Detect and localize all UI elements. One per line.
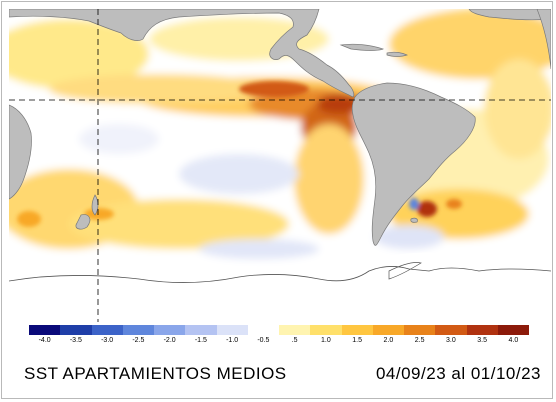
color-scale-ticks: -4.0 -3.5 -3.0 -2.5 -2.0 -1.5 -1.0 -0.5 .5 1.0 1.5… (29, 337, 529, 349)
land-masses (9, 9, 551, 280)
color-scale-bar (29, 325, 529, 335)
color-scale-tick-label: -1.5 (194, 337, 207, 344)
color-swatch (372, 325, 404, 335)
map-canvas (9, 9, 551, 322)
color-swatch (279, 325, 311, 335)
color-swatch (310, 325, 342, 335)
color-scale-tick-label: 1.5 (352, 337, 362, 344)
color-scale-tick-label: 3.5 (477, 337, 487, 344)
color-scale-tick-label: -3.0 (101, 337, 114, 344)
color-scale-tick-label: -0.5 (257, 337, 270, 344)
color-swatch (185, 325, 217, 335)
color-scale-tick-label: -3.5 (69, 337, 82, 344)
color-scale-tick-label: 2.5 (414, 337, 425, 344)
color-swatch (216, 325, 248, 335)
australia (9, 104, 32, 200)
map-caption: SST APARTAMIENTOS MEDIOS 04/09/23 al 01/… (2, 359, 556, 389)
antarctic-peninsula (388, 262, 422, 280)
color-scale-tick-label: .5 (291, 337, 298, 344)
new-zealand-north (91, 194, 99, 216)
color-swatch (60, 325, 92, 335)
south-america (351, 82, 476, 246)
date-range: 04/09/23 al 01/10/23 (375, 364, 541, 383)
falkland-islands (410, 217, 418, 223)
africa-edge (536, 9, 551, 70)
color-swatch (154, 325, 186, 335)
color-swatch (247, 325, 279, 335)
color-scale-tick-label: 1.0 (321, 337, 331, 344)
color-swatch (497, 325, 529, 335)
color-scale-tick-label: -4.0 (38, 337, 51, 344)
color-scale-tick-label: -2.5 (132, 337, 145, 344)
color-scale-tick-label: 4.0 (508, 337, 519, 344)
color-swatch (91, 325, 123, 335)
color-swatch (29, 325, 61, 335)
color-swatch (122, 325, 154, 335)
color-swatch (435, 325, 467, 335)
hispaniola-island (386, 51, 408, 57)
new-zealand-south (75, 214, 91, 230)
color-swatch (466, 325, 498, 335)
sst-anomaly-map (9, 9, 551, 322)
color-scale-tick-label: 2.0 (383, 337, 394, 344)
antarctica-coastline (9, 266, 551, 283)
color-swatch (341, 325, 373, 335)
color-scale-tick-label: -2.0 (163, 337, 176, 344)
cuba-island (339, 43, 384, 51)
color-scale-tick-label: -1.0 (226, 337, 239, 344)
map-title: SST APARTAMIENTOS MEDIOS (24, 364, 287, 383)
north-america (9, 9, 355, 98)
color-scale-tick-label: 3.0 (446, 337, 456, 344)
color-swatch (404, 325, 436, 335)
